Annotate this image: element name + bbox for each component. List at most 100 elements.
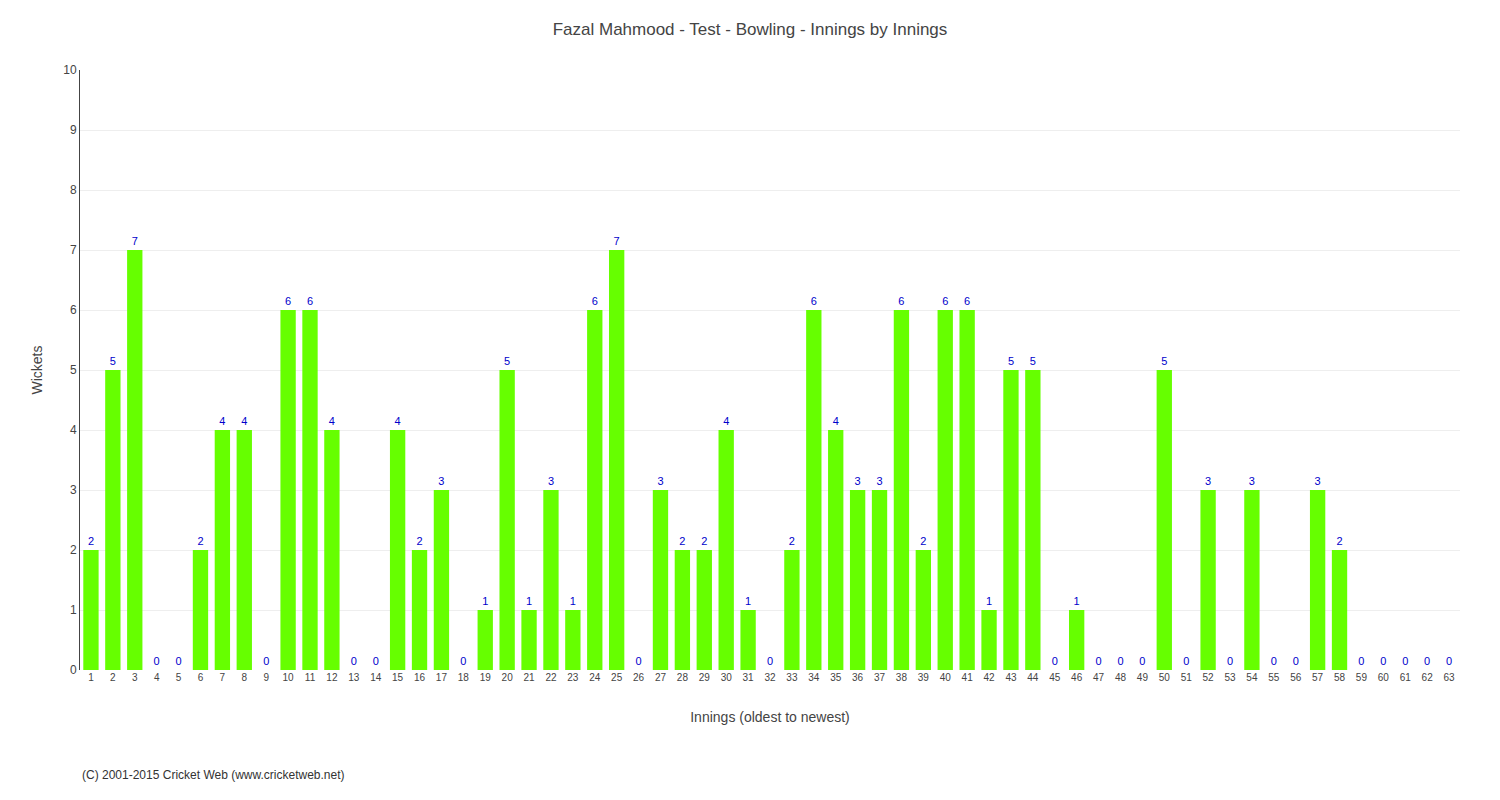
svg-text:0: 0 (1227, 655, 1233, 667)
svg-text:2: 2 (1336, 535, 1342, 547)
svg-text:(C) 2001-2015 Cricket Web (www: (C) 2001-2015 Cricket Web (www.cricketwe… (82, 768, 345, 782)
svg-text:32: 32 (764, 672, 776, 683)
svg-text:3: 3 (1205, 475, 1211, 487)
svg-text:31: 31 (743, 672, 755, 683)
svg-text:12: 12 (326, 672, 338, 683)
svg-text:17: 17 (436, 672, 448, 683)
svg-text:0: 0 (1446, 655, 1452, 667)
svg-text:55: 55 (1268, 672, 1280, 683)
svg-text:62: 62 (1422, 672, 1434, 683)
svg-text:9: 9 (263, 672, 269, 683)
svg-text:6: 6 (198, 672, 204, 683)
svg-text:6: 6 (964, 295, 970, 307)
svg-text:4: 4 (395, 415, 401, 427)
svg-text:0: 0 (1117, 655, 1123, 667)
svg-text:Innings (oldest to newest): Innings (oldest to newest) (690, 709, 850, 725)
svg-text:3: 3 (1315, 475, 1321, 487)
svg-text:2: 2 (88, 535, 94, 547)
svg-text:0: 0 (767, 655, 773, 667)
svg-text:6: 6 (285, 295, 291, 307)
svg-text:41: 41 (962, 672, 974, 683)
svg-text:4: 4 (219, 415, 225, 427)
svg-text:4: 4 (329, 415, 335, 427)
svg-text:23: 23 (567, 672, 579, 683)
svg-text:30: 30 (721, 672, 733, 683)
svg-text:20: 20 (502, 672, 514, 683)
svg-text:50: 50 (1159, 672, 1171, 683)
svg-text:63: 63 (1443, 672, 1455, 683)
svg-text:4: 4 (154, 672, 160, 683)
svg-text:54: 54 (1246, 672, 1258, 683)
svg-text:3: 3 (876, 475, 882, 487)
svg-text:3: 3 (855, 475, 861, 487)
svg-text:45: 45 (1049, 672, 1061, 683)
svg-text:37: 37 (874, 672, 886, 683)
svg-text:0: 0 (373, 655, 379, 667)
svg-text:19: 19 (480, 672, 492, 683)
svg-text:60: 60 (1378, 672, 1390, 683)
svg-text:5: 5 (1008, 355, 1014, 367)
svg-text:0: 0 (1402, 655, 1408, 667)
svg-text:0: 0 (351, 655, 357, 667)
svg-text:3: 3 (132, 672, 138, 683)
svg-text:2: 2 (197, 535, 203, 547)
svg-text:59: 59 (1356, 672, 1368, 683)
svg-text:2: 2 (789, 535, 795, 547)
svg-text:40: 40 (940, 672, 952, 683)
svg-text:0: 0 (1358, 655, 1364, 667)
svg-text:35: 35 (830, 672, 842, 683)
svg-text:0: 0 (636, 655, 642, 667)
svg-text:47: 47 (1093, 672, 1105, 683)
svg-text:51: 51 (1181, 672, 1193, 683)
svg-text:7: 7 (614, 235, 620, 247)
svg-text:5: 5 (70, 363, 77, 377)
svg-text:3: 3 (1249, 475, 1255, 487)
svg-text:7: 7 (132, 235, 138, 247)
svg-text:2: 2 (70, 543, 77, 557)
svg-text:43: 43 (1005, 672, 1017, 683)
svg-text:3: 3 (438, 475, 444, 487)
svg-text:8: 8 (70, 183, 77, 197)
svg-text:0: 0 (1096, 655, 1102, 667)
svg-text:36: 36 (852, 672, 864, 683)
svg-text:6: 6 (898, 295, 904, 307)
svg-text:0: 0 (176, 655, 182, 667)
svg-text:34: 34 (808, 672, 820, 683)
svg-text:25: 25 (611, 672, 623, 683)
svg-text:1: 1 (986, 595, 992, 607)
svg-text:0: 0 (70, 663, 77, 677)
svg-text:0: 0 (1424, 655, 1430, 667)
svg-text:16: 16 (414, 672, 426, 683)
svg-text:0: 0 (1271, 655, 1277, 667)
svg-text:44: 44 (1027, 672, 1039, 683)
svg-text:3: 3 (657, 475, 663, 487)
svg-text:29: 29 (699, 672, 711, 683)
svg-text:48: 48 (1115, 672, 1127, 683)
svg-text:24: 24 (589, 672, 601, 683)
svg-text:1: 1 (745, 595, 751, 607)
svg-text:3: 3 (548, 475, 554, 487)
svg-text:5: 5 (504, 355, 510, 367)
svg-text:27: 27 (655, 672, 667, 683)
svg-text:Wickets: Wickets (29, 346, 45, 395)
svg-text:22: 22 (545, 672, 557, 683)
svg-text:14: 14 (370, 672, 382, 683)
svg-text:1: 1 (570, 595, 576, 607)
svg-text:3: 3 (70, 483, 77, 497)
svg-text:1: 1 (526, 595, 532, 607)
svg-text:6: 6 (70, 303, 77, 317)
svg-text:10: 10 (63, 63, 77, 77)
svg-text:5: 5 (176, 672, 182, 683)
svg-text:6: 6 (307, 295, 313, 307)
svg-text:0: 0 (154, 655, 160, 667)
svg-text:2: 2 (416, 535, 422, 547)
svg-text:6: 6 (811, 295, 817, 307)
svg-text:42: 42 (983, 672, 995, 683)
svg-text:0: 0 (1139, 655, 1145, 667)
svg-text:2: 2 (701, 535, 707, 547)
svg-text:4: 4 (723, 415, 729, 427)
svg-text:52: 52 (1203, 672, 1215, 683)
svg-text:46: 46 (1071, 672, 1083, 683)
svg-text:56: 56 (1290, 672, 1302, 683)
svg-text:0: 0 (1052, 655, 1058, 667)
